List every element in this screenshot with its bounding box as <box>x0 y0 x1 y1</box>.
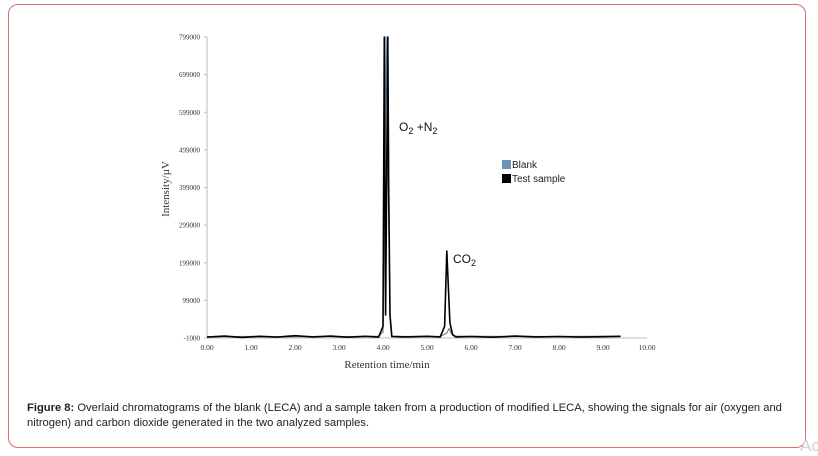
x-tick-label: 8.00 <box>552 343 565 352</box>
y-tick-label: 799000 <box>179 34 201 42</box>
x-tick-label: 2.00 <box>288 343 301 352</box>
x-tick-label: 5.00 <box>420 343 433 352</box>
x-tick-label: 7.00 <box>508 343 521 352</box>
x-axis-label: Retention time/min <box>344 359 430 371</box>
figure-caption: Figure 8: Overlaid chromatograms of the … <box>27 401 797 431</box>
x-tick-label: 3.00 <box>332 343 345 352</box>
watermark-text: Ac <box>800 436 818 455</box>
co2-annotation: CO2 <box>453 252 476 268</box>
figure-frame <box>8 4 806 448</box>
y-tick-label: -1000 <box>184 335 201 343</box>
co2-main: CO <box>453 252 471 266</box>
o2-n2-sub2: 2 <box>432 126 437 136</box>
o2-n2-main: O <box>399 120 408 134</box>
legend: Blank Test sample <box>502 160 566 185</box>
caption-text: Overlaid chromatograms of the blank (LEC… <box>27 402 782 429</box>
x-tick-label: 10.00 <box>639 343 656 352</box>
legend-label-test-sample: Test sample <box>512 174 566 185</box>
axes-layer <box>204 36 647 339</box>
caption-label: Figure 8: <box>27 402 75 414</box>
y-tick-label: 399000 <box>179 184 201 192</box>
x-tick-label: 4.00 <box>376 343 389 352</box>
legend-swatch-test-sample <box>502 174 511 183</box>
y-tick-label: 499000 <box>179 146 201 154</box>
y-axis-label: Intensity/µV <box>160 161 172 217</box>
tick-layer: 0.00 1.00 2.00 3.00 4.00 5.00 6.00 7.00 8.00 9.00… <box>179 34 656 353</box>
legend-swatch-blank <box>502 160 511 169</box>
y-tick-label: 599000 <box>179 109 201 117</box>
y-tick-label: 299000 <box>179 222 201 230</box>
y-tick-label: 99000 <box>183 297 201 305</box>
series-line-test-sample <box>206 36 621 339</box>
chromatogram-chart: 0.00 1.00 2.00 3.00 4.00 5.00 6.00 7.00 8.00 9.00… <box>160 34 656 372</box>
series-layer <box>206 36 621 339</box>
y-tick-label: 199000 <box>179 259 201 267</box>
x-tick-label: 1.00 <box>244 343 257 352</box>
x-tick-label: 9.00 <box>596 343 609 352</box>
x-tick-label: 6.00 <box>464 343 477 352</box>
series-line-blank <box>206 36 621 338</box>
legend-label-blank: Blank <box>512 160 538 171</box>
co2-sub: 2 <box>471 258 476 268</box>
y-tick-label: 699000 <box>179 71 201 79</box>
o2-n2-sub1: 2 <box>408 126 413 136</box>
o2-n2-annotation: O2 +N2 <box>399 120 437 136</box>
x-tick-label: 0.00 <box>200 343 213 352</box>
o2-n2-mid: +N <box>413 120 432 134</box>
